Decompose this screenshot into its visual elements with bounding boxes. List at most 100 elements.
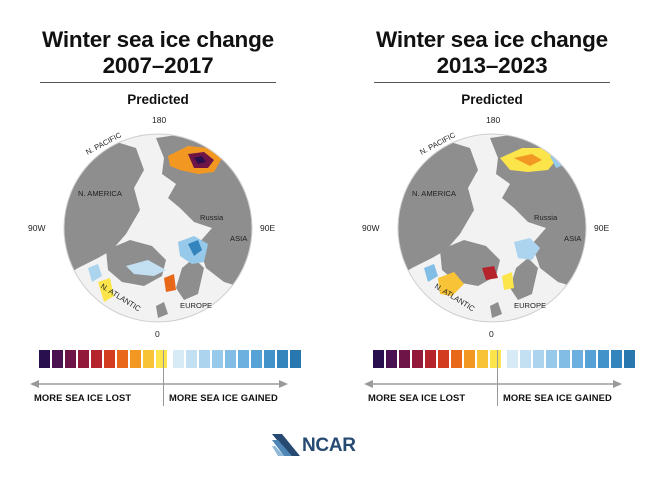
panel-title-period: 2013–2023 — [436, 53, 548, 78]
legend-arrows — [364, 380, 622, 388]
atlantic-loss-west — [438, 272, 464, 296]
gain-swatch — [546, 350, 557, 368]
loss-swatch — [156, 350, 167, 368]
label-90e: 90E — [260, 223, 276, 233]
loss-swatch — [386, 350, 397, 368]
legend-lost-label: MORE SEA ICE LOST — [34, 392, 132, 403]
label-russia: Russia — [200, 213, 224, 222]
scandinavia-land — [510, 258, 538, 300]
label-asia: ASIA — [230, 234, 248, 243]
arctic-map: 180 0 90W 90E N. PACIFIC N. AMERICA Russ… — [362, 115, 609, 339]
loss-color-scale — [373, 350, 503, 370]
gain-swatch — [251, 350, 262, 368]
loss-swatch — [451, 350, 462, 368]
britain-land — [490, 302, 502, 318]
atlantic-loss-west — [98, 278, 114, 302]
label-n-america: N. AMERICA — [78, 189, 122, 198]
ncar-logo-mark-icon — [272, 434, 300, 456]
loss-color-scale — [39, 350, 169, 370]
gain-swatch — [225, 350, 236, 368]
gain-swatch — [199, 350, 210, 368]
arrow-right-icon — [613, 380, 622, 388]
label-n-america: N. AMERICA — [412, 189, 456, 198]
panel-subtitle: Predicted — [461, 92, 523, 107]
label-90w: 90W — [28, 223, 46, 233]
gain-swatch — [585, 350, 596, 368]
loss-swatch — [52, 350, 63, 368]
loss-swatch — [373, 350, 384, 368]
atlantic-loss-east — [164, 274, 176, 292]
map-rim — [397, 133, 587, 323]
loss-swatch — [104, 350, 115, 368]
panel-2007-2017: Winter sea ice change 2007–2017 Predicte… — [8, 0, 308, 420]
legend-divider — [163, 350, 164, 406]
map-rim — [63, 133, 253, 323]
pacific-loss-peak — [194, 156, 206, 164]
gain-swatch — [186, 350, 197, 368]
label-90w: 90W — [362, 223, 380, 233]
loss-swatch — [143, 350, 154, 368]
panel-subtitle: Predicted — [127, 92, 189, 107]
gain-color-scale — [507, 350, 637, 370]
label-0: 0 — [489, 329, 494, 339]
barents-gain-region — [514, 238, 540, 260]
title-divider — [374, 82, 610, 83]
atlantic-loss-east — [502, 272, 514, 290]
arctic-map-graphic — [397, 133, 587, 323]
ncar-logo-text: NCAR — [302, 435, 356, 456]
loss-swatch — [425, 350, 436, 368]
loss-swatch — [399, 350, 410, 368]
gain-swatch — [598, 350, 609, 368]
loss-swatch — [464, 350, 475, 368]
labrador-gain-region — [424, 264, 438, 282]
title-divider — [40, 82, 276, 83]
loss-swatch — [490, 350, 501, 368]
legend-gained-label: MORE SEA ICE GAINED — [169, 392, 278, 403]
loss-swatch — [130, 350, 141, 368]
panel-title-line1: Winter sea ice change — [42, 27, 274, 52]
gain-swatch — [238, 350, 249, 368]
gain-swatch — [624, 350, 635, 368]
gain-swatch — [277, 350, 288, 368]
loss-swatch — [65, 350, 76, 368]
loss-swatch — [91, 350, 102, 368]
label-asia: ASIA — [564, 234, 582, 243]
loss-swatch — [477, 350, 488, 368]
panel-title-line1: Winter sea ice change — [376, 27, 608, 52]
arctic-map: 180 0 90W 90E N. PACIFIC N. AMERICA Russ… — [28, 115, 275, 339]
gain-swatch — [520, 350, 531, 368]
gain-swatch — [533, 350, 544, 368]
panel-2013-2023: Winter sea ice change 2013–2023 Predicte… — [342, 0, 642, 420]
arrow-right-icon — [279, 380, 288, 388]
gain-swatch — [559, 350, 570, 368]
barents-gain-core — [188, 240, 202, 256]
gain-swatch — [212, 350, 223, 368]
gain-swatch — [572, 350, 583, 368]
label-90e: 90E — [594, 223, 610, 233]
label-0: 0 — [155, 329, 160, 339]
atlantic-gain-region — [126, 260, 166, 276]
loss-swatch — [78, 350, 89, 368]
legend-arrows — [30, 380, 288, 388]
scandinavia-land — [176, 258, 204, 300]
gain-swatch — [290, 350, 301, 368]
loss-swatch — [412, 350, 423, 368]
britain-land — [156, 302, 168, 318]
label-europe: EUROPE — [180, 301, 213, 310]
legend-gained-label: MORE SEA ICE GAINED — [503, 392, 612, 403]
label-180: 180 — [486, 115, 501, 125]
gain-swatch — [264, 350, 275, 368]
gain-swatch — [173, 350, 184, 368]
gain-swatch — [611, 350, 622, 368]
panel-title-period: 2007–2017 — [102, 53, 214, 78]
atlantic-loss-core — [482, 266, 498, 280]
label-180: 180 — [152, 115, 167, 125]
label-russia: Russia — [534, 213, 558, 222]
gain-swatch — [507, 350, 518, 368]
arctic-map-graphic — [63, 133, 253, 323]
pacific-loss-core — [514, 154, 542, 166]
loss-swatch — [39, 350, 50, 368]
legend-divider — [497, 350, 498, 406]
arrow-left-icon — [30, 380, 39, 388]
gain-color-scale — [173, 350, 303, 370]
